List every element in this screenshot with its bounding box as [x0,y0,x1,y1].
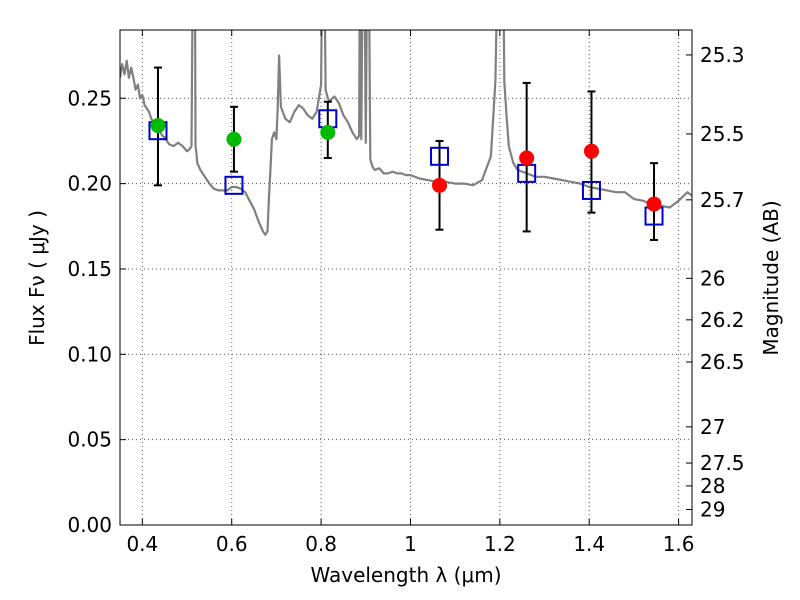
y-tick-label: 0.10 [67,342,112,366]
right-tick-label: 25.5 [700,122,745,146]
right-tick-label: 26.5 [700,350,745,374]
y-tick-label: 0.15 [67,257,112,281]
y-axis-left-title: Flux Fν ( μJy ) [25,210,49,346]
y-tick-label: 0.05 [67,428,112,452]
data-markers [148,109,664,226]
circle-marker [646,196,662,212]
y-axis-left: 0.00 0.05 0.10 0.15 0.20 0.25 [67,86,126,537]
x-tick-label: 1.6 [663,532,695,556]
y-tick-label: 0.25 [67,86,112,110]
plot-frame [119,29,693,526]
x-tick-label: 0.4 [126,532,158,556]
plot-background [120,30,692,525]
square-marker [430,146,450,166]
circle-marker [432,177,448,193]
right-tick-label: 28 [700,474,725,498]
right-tick-label: 26.2 [700,308,745,332]
x-tick-label: 1.2 [484,532,516,556]
circle-marker [519,150,535,166]
circle-marker [583,143,599,159]
circle-marker [226,131,242,147]
error-bars [153,66,659,241]
x-tick-label: 1 [404,532,417,556]
x-tick-label: 0.8 [305,532,337,556]
spectrum-line [120,30,692,236]
right-tick-label: 29 [700,497,725,521]
x-axis-title: Wavelength λ (μm) [310,563,501,587]
x-tick-label: 0.6 [216,532,248,556]
square-marker [224,175,244,195]
right-tick-label: 27 [700,415,725,439]
x-tick-label: 1.4 [573,532,605,556]
right-tick-label: 26 [700,266,725,290]
circle-marker [150,118,166,134]
y-axis-right-title: Magnitude (AB) [759,200,783,355]
right-tick-label: 25.7 [700,188,745,212]
right-tick-label: 25.3 [700,43,745,67]
y-tick-label: 0.00 [67,513,112,537]
model-spectrum [120,30,692,236]
square-marker [581,180,601,200]
y-tick-label: 0.20 [67,172,112,196]
right-tick-label: 27.5 [700,451,745,475]
circle-marker [320,124,336,140]
x-axis: 0.4 0.6 0.8 1 1.2 1.4 1.6 [126,30,695,556]
